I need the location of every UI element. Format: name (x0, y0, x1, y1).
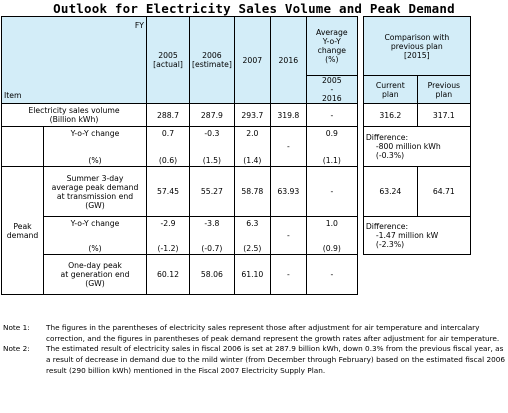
sales-difference: Difference: -800 million kWh (-0.3%) (362, 126, 471, 167)
sales-yoy-label: Y-o-Y change (%) (43, 126, 147, 167)
note-2: Note 2: The estimated result of electric… (3, 344, 506, 375)
table-row: Y-o-Y change (%) 0.7 (0.6) -0.3 (1.5) 2.… (1, 126, 471, 167)
notes: Note 1: The figures in the parentheses o… (3, 323, 507, 377)
peak-yoy-2016: - (269, 216, 307, 255)
peak-summer-2006: 55.27 (189, 166, 235, 217)
header-2006: 2006 [estimate] (189, 16, 235, 104)
peak-demand-group: Peak demand (1, 166, 44, 295)
header-avg-period: 2005 - 2016 (305, 75, 358, 104)
header-previous-plan: Previous plan (416, 75, 471, 104)
table-row: Peak demand Summer 3-day average peak de… (1, 166, 471, 295)
peak-oneday-2006: 58.06 (189, 254, 235, 295)
sales-2016: 319.8 (269, 103, 307, 127)
table-row: Electricity sales volume (Billion kWh) 2… (1, 103, 471, 127)
table-row: One-day peak at generation end (GW) 60.1… (2, 254, 471, 295)
outlook-table: FY Item 2005 [actual] 2006 [estimate] 20… (1, 16, 471, 295)
page-title: Outlook for Electricity Sales Volume and… (53, 1, 455, 16)
peak-oneday-2007: 61.10 (233, 254, 271, 295)
sales-2006: 287.9 (189, 103, 235, 127)
header-item: Item (4, 91, 22, 100)
sales-avg: - (305, 103, 358, 127)
header-2005: 2005 [actual] (146, 16, 190, 104)
sales-label: Electricity sales volume (Billion kWh) (1, 103, 147, 127)
sales-yoy-2007: 2.0 (1.4) (233, 126, 271, 167)
header-2007: 2007 (233, 16, 271, 104)
peak-summer-2007: 58.78 (233, 166, 271, 217)
peak-yoy-avg: 1.0 (0.9) (305, 216, 358, 255)
peak-oneday-label: One-day peak at generation end (GW) (43, 254, 147, 295)
peak-yoy-2005: -2.9 (-1.2) (146, 216, 190, 255)
peak-oneday-2005: 60.12 (146, 254, 190, 295)
header-2016: 2016 (269, 16, 307, 104)
peak-oneday-2016: - (269, 254, 307, 295)
header-current-plan: Current plan (362, 75, 418, 104)
header-fy: FY (134, 21, 144, 30)
sales-yoy-2005: 0.7 (0.6) (146, 126, 190, 167)
peak-difference: Difference: -1.47 million kW (-2.3%) (362, 216, 471, 255)
header-fy-item: FY Item (1, 16, 147, 104)
header-avg-change: Average Y-o-Y change (%) (305, 16, 358, 76)
header-comparison: Comparison with previous plan [2015] (362, 16, 471, 76)
peak-summer-2005: 57.45 (146, 166, 190, 217)
peak-current: 63.24 (362, 166, 418, 217)
peak-summer-label: Summer 3-day average peak demand at tran… (43, 166, 147, 217)
sales-yoy-2006: -0.3 (1.5) (189, 126, 235, 167)
peak-yoy-label: Y-o-Y change (%) (43, 216, 147, 255)
sales-2005: 288.7 (146, 103, 190, 127)
peak-oneday-avg: - (305, 254, 358, 295)
peak-summer-avg: - (305, 166, 358, 217)
note-1: Note 1: The figures in the parentheses o… (3, 323, 500, 343)
sales-previous: 317.1 (416, 103, 471, 127)
sales-yoy-avg: 0.9 (1.1) (305, 126, 358, 167)
table-row: Y-o-Y change (%) -2.9 (-1.2) -3.8 (-0.7)… (2, 216, 471, 255)
peak-summer-2016: 63.93 (269, 166, 307, 217)
sales-2007: 293.7 (233, 103, 271, 127)
peak-yoy-2007: 6.3 (2.5) (233, 216, 271, 255)
peak-previous: 64.71 (416, 166, 471, 217)
sales-yoy-2016: - (269, 126, 307, 167)
sales-current: 316.2 (362, 103, 418, 127)
peak-yoy-2006: -3.8 (-0.7) (189, 216, 235, 255)
